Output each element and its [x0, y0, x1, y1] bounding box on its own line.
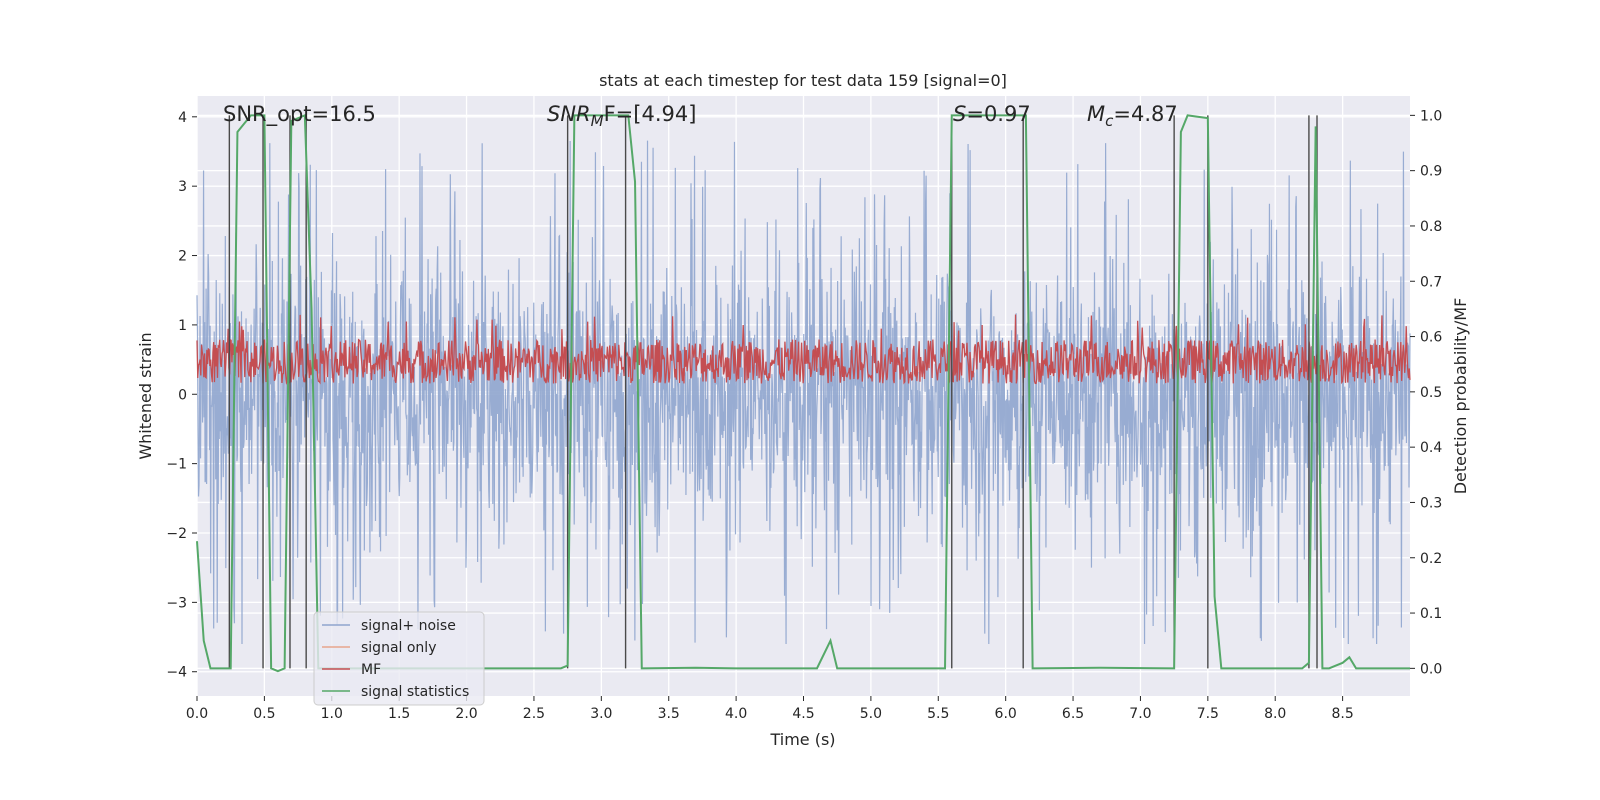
x-tick-label-6: 3.0	[590, 706, 612, 722]
x-tick-label-9: 4.5	[792, 706, 814, 722]
y-right-axis-label: Detection probability/MF	[1451, 298, 1470, 495]
x-tick-label-5: 2.5	[523, 706, 545, 722]
line-signal-statistics	[196, 113, 1410, 673]
y-left-tick-label-7: 3	[178, 179, 187, 195]
x-tick-label-2: 1.0	[321, 706, 343, 722]
annotation-mc: Mc=4.87	[1087, 102, 1178, 130]
y-right-tick-label-2: 0.2	[1420, 551, 1442, 567]
x-tick-label-14: 7.0	[1129, 706, 1151, 722]
legend-label-mf: MF	[361, 662, 381, 678]
y-right-tick-label-1: 0.1	[1420, 606, 1442, 622]
legend-label-stats: signal statistics	[361, 684, 469, 700]
y-right-tick-label-10: 1.0	[1420, 108, 1442, 124]
x-tick-label-17: 8.5	[1331, 706, 1353, 722]
x-tick-label-12: 6.0	[995, 706, 1017, 722]
y-right-tick-label-3: 0.3	[1420, 495, 1442, 511]
annotation-snr-opt: SNR_opt=16.5	[223, 102, 376, 127]
series-signal-statistics	[196, 113, 1410, 673]
x-tick-label-8: 4.0	[725, 706, 747, 722]
x-axis-label: Time (s)	[769, 730, 835, 749]
legend: signal+ noise signal only MF signal stat…	[313, 611, 485, 706]
x-tick-label-3: 1.5	[388, 706, 410, 722]
annotation-s: S=0.97	[953, 102, 1031, 126]
y-left-ticks: −4 −3 −2 −1 0 1 2 3 4	[166, 110, 197, 681]
y-right-tick-label-4: 0.4	[1420, 440, 1442, 456]
x-tick-label-1: 0.5	[253, 706, 275, 722]
y-right-tick-label-8: 0.8	[1420, 219, 1442, 235]
legend-label-noise: signal+ noise	[361, 618, 456, 634]
x-tick-label-4: 2.0	[455, 706, 477, 722]
x-tick-label-0: 0.0	[186, 706, 208, 722]
x-tick-label-16: 8.0	[1264, 706, 1286, 722]
y-right-tick-label-6: 0.6	[1420, 330, 1442, 346]
y-right-tick-label-5: 0.5	[1420, 385, 1442, 401]
y-left-axis-label: Whitened strain	[136, 332, 155, 459]
x-axis-ticks: 0.0 0.5 1.0 1.5 2.0 2.5 3.0 3.5 4.0 4.5 5.0 5.5 6.0 6…	[186, 696, 1354, 722]
x-tick-label-7: 3.5	[658, 706, 680, 722]
y-left-tick-label-4: 0	[178, 387, 187, 403]
y-right-tick-label-9: 0.9	[1420, 164, 1442, 180]
annotation-snr-mf: SNRMF=[4.94]	[547, 102, 696, 130]
y-left-tick-label-6: 2	[178, 249, 187, 265]
y-left-tick-label-1: −3	[166, 595, 187, 611]
y-left-tick-label-8: 4	[178, 110, 187, 126]
legend-frame	[313, 611, 485, 706]
x-tick-label-15: 7.5	[1197, 706, 1219, 722]
chart-title: stats at each timestep for test data 159…	[599, 71, 1007, 90]
y-right-tick-label-7: 0.7	[1420, 274, 1442, 290]
y-left-tick-label-2: −2	[166, 526, 187, 542]
legend-label-signal-only: signal only	[361, 640, 436, 656]
y-left-tick-label-3: −1	[166, 457, 187, 473]
x-tick-label-13: 6.5	[1062, 706, 1084, 722]
x-tick-label-10: 5.0	[860, 706, 882, 722]
x-tick-label-11: 5.5	[927, 706, 949, 722]
y-left-tick-label-0: −4	[166, 665, 187, 681]
y-left-tick-label-5: 1	[178, 318, 187, 334]
y-right-tick-label-0: 0.0	[1420, 661, 1442, 677]
y-right-ticks: 0.0 0.1 0.2 0.3 0.4 0.5 0.6 0.7 0.8 0.9 1.0	[1410, 108, 1442, 677]
